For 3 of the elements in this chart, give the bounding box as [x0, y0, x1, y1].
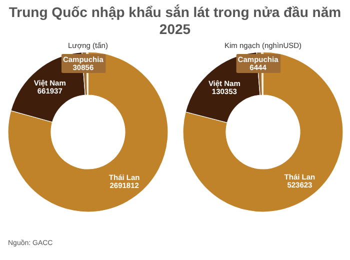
donut-slice	[182, 52, 344, 212]
donut-slice	[8, 52, 168, 212]
chart-title: Trung Quốc nhập khẩu sắn lát trong nửa đầu năm 2025	[8, 4, 342, 37]
